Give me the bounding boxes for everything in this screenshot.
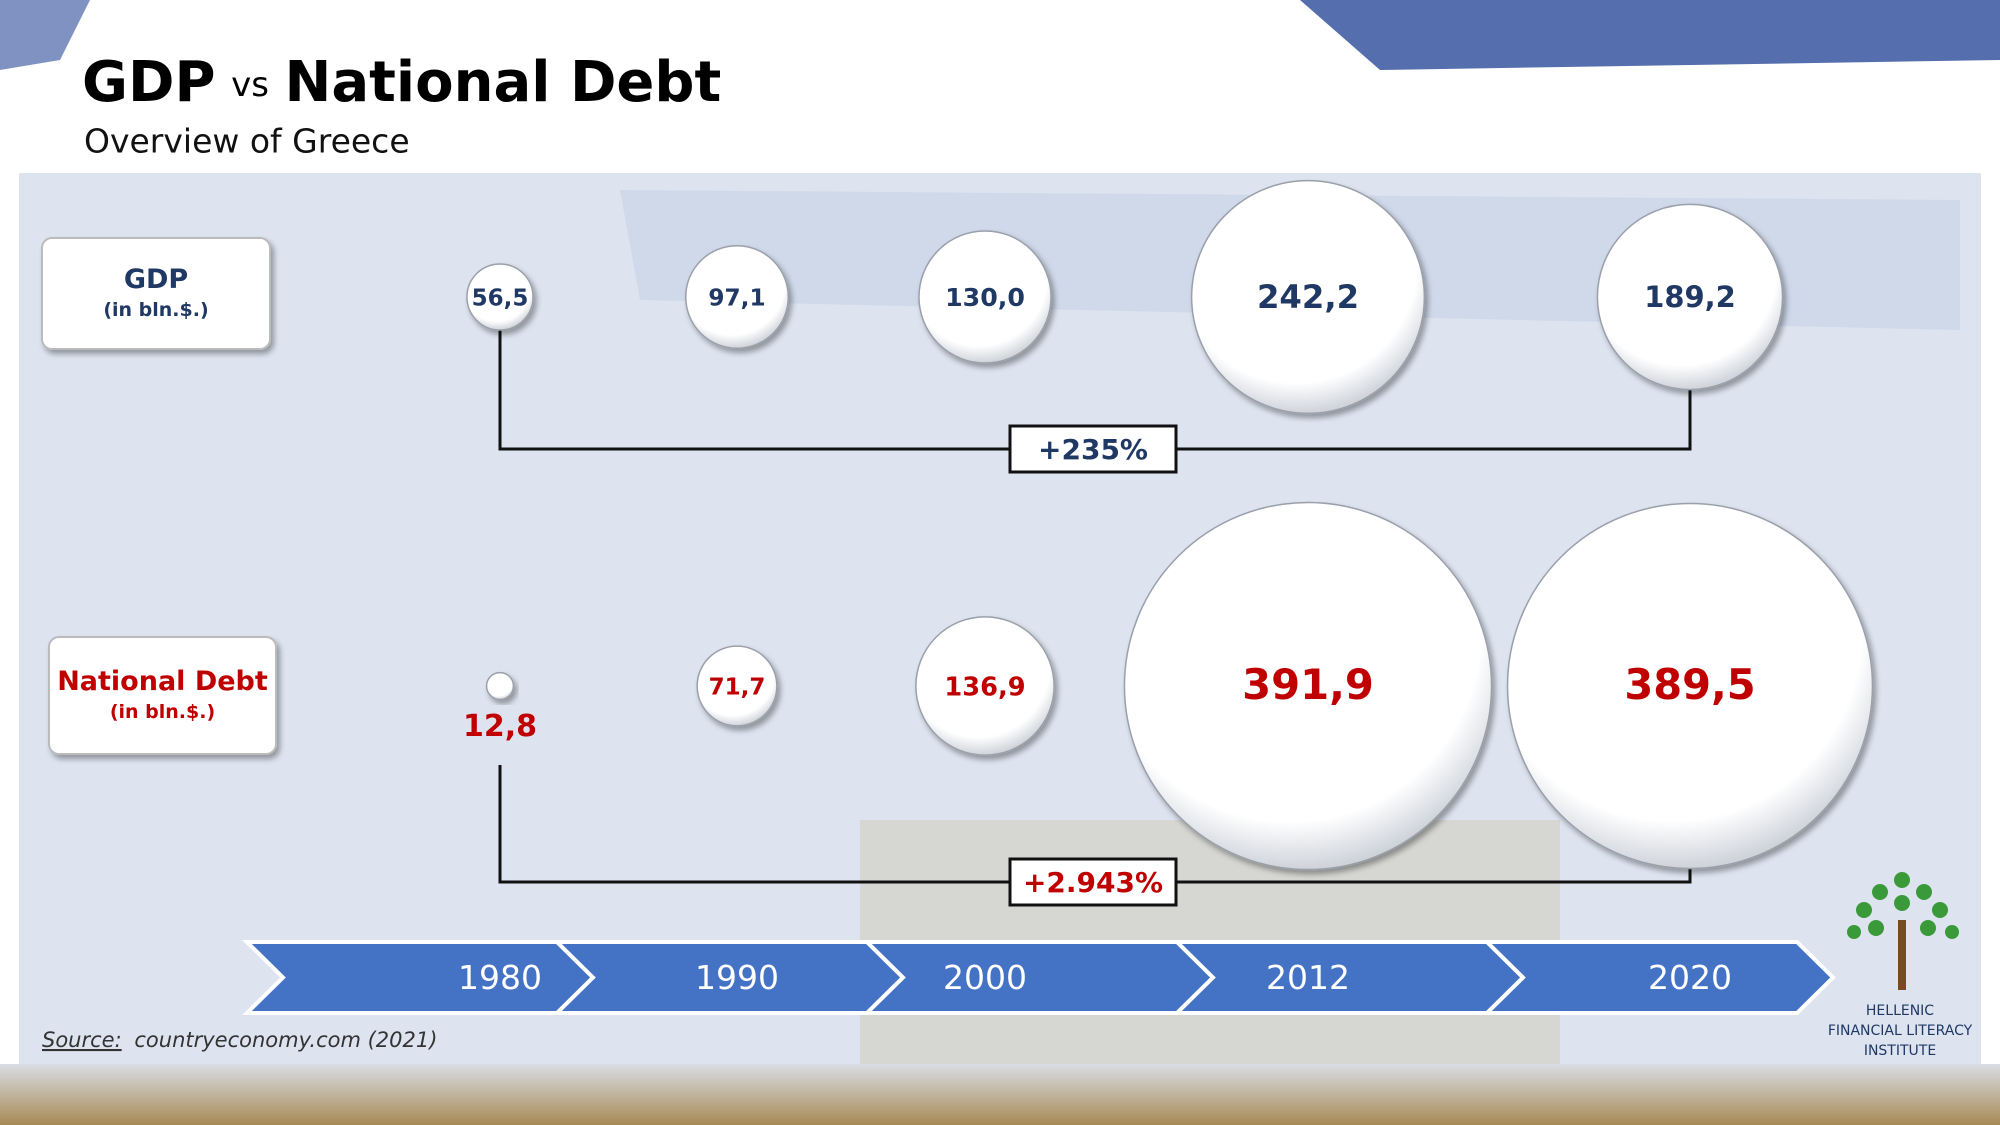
flag-stripe: [1300, 0, 2000, 70]
x-tick-label: 2020: [1648, 958, 1732, 997]
value-label: 242,2: [1257, 278, 1359, 316]
value-label: 130,0: [945, 283, 1025, 312]
legend-unit: (in bln.$.): [103, 299, 208, 321]
bubble: [466, 263, 534, 331]
timeline-chevron: [1172, 940, 1526, 1015]
bubble: [696, 645, 778, 727]
value-label: 136,9: [944, 673, 1025, 703]
value-label: 97,1: [708, 285, 765, 312]
source-text: countryeconomy.com (2021): [134, 1028, 437, 1052]
title-part: GDP: [82, 50, 216, 115]
value-label: 71,7: [709, 675, 766, 701]
legend-box: [41, 237, 271, 350]
logo-text: FINANCIAL LITERACY: [1828, 1023, 1973, 1039]
legend-box: [48, 636, 277, 755]
title-part: vs: [231, 65, 269, 105]
logo-leaves: [1847, 872, 1959, 939]
title-part: National Debt: [285, 50, 722, 115]
x-tick-label: 2012: [1266, 958, 1350, 997]
change-box: [1008, 424, 1178, 474]
coins-strip: [0, 1064, 2000, 1125]
value-label: 56,5: [472, 286, 529, 312]
x-tick-label: 2000: [943, 958, 1027, 997]
chart-title: GDP vs National Debt: [82, 50, 721, 115]
change-label: +2.943%: [1023, 866, 1163, 899]
legend-label: GDP: [124, 264, 188, 295]
value-label: 391,9: [1242, 660, 1374, 709]
bubble: [485, 671, 515, 701]
change-label: +235%: [1038, 433, 1148, 466]
change-box: [1008, 857, 1178, 907]
source-prefix: Source:: [42, 1028, 122, 1052]
bubble: [1190, 179, 1426, 415]
x-tick-label: 1980: [458, 958, 542, 997]
value-label: 189,2: [1644, 280, 1736, 314]
bubble: [1123, 501, 1493, 871]
bubble: [1596, 203, 1784, 391]
logo-text: INSTITUTE: [1864, 1043, 1936, 1059]
bubble: [918, 230, 1052, 364]
source: Source: countryeconomy.com (2021): [42, 1028, 437, 1052]
bubble: [684, 244, 790, 350]
subtitle: Overview of Greece: [84, 122, 410, 161]
value-label: 389,5: [1624, 660, 1755, 709]
x-tick-label: 1990: [695, 958, 779, 997]
legend-unit: (in bln.$.): [110, 701, 215, 723]
bubble: [915, 616, 1055, 756]
logo-trunk: [1898, 920, 1906, 990]
legend-label: National Debt: [57, 666, 268, 697]
timeline-chevron: [1482, 940, 1836, 1015]
timeline-chevron: [862, 940, 1216, 1015]
logo: HELLENIC FINANCIAL LITERACY INSTITUTE: [1828, 872, 1973, 1059]
bubble: [1506, 502, 1874, 870]
flag-stripe: [0, 0, 90, 70]
logo-text: HELLENIC: [1866, 1003, 1934, 1019]
value-label: 12,8: [463, 709, 537, 744]
